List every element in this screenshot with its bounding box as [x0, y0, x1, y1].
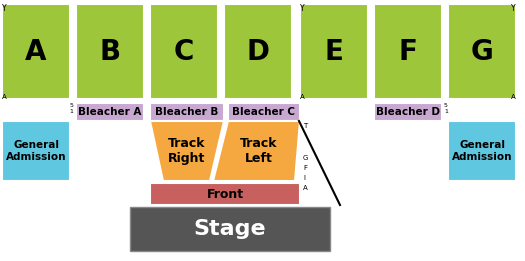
- Text: D: D: [247, 38, 269, 66]
- Bar: [300, 4, 368, 99]
- Bar: [2, 4, 70, 99]
- Text: Y: Y: [300, 4, 304, 13]
- Text: 1: 1: [69, 109, 73, 114]
- Text: Stage: Stage: [194, 219, 266, 239]
- Text: A: A: [303, 185, 308, 191]
- Bar: [228, 103, 300, 121]
- Bar: [76, 103, 144, 121]
- Text: A: A: [511, 94, 516, 100]
- Text: Track
Right: Track Right: [168, 137, 205, 165]
- Text: Bleacher C: Bleacher C: [233, 107, 296, 117]
- Bar: [2, 121, 70, 181]
- Bar: [76, 4, 144, 99]
- Text: 1: 1: [444, 109, 448, 114]
- Text: Bleacher D: Bleacher D: [376, 107, 440, 117]
- Text: General
Admission: General Admission: [452, 140, 512, 162]
- Bar: [130, 207, 330, 251]
- Text: E: E: [324, 38, 343, 66]
- Text: 5: 5: [69, 103, 73, 108]
- Text: Y: Y: [2, 4, 7, 13]
- Text: F: F: [398, 38, 417, 66]
- Text: G: G: [303, 155, 308, 161]
- Text: A: A: [25, 38, 47, 66]
- Polygon shape: [150, 121, 224, 181]
- Polygon shape: [213, 121, 300, 181]
- Bar: [448, 4, 516, 99]
- Text: Track
Left: Track Left: [240, 137, 278, 165]
- Text: T: T: [303, 123, 307, 129]
- Text: A: A: [300, 94, 304, 100]
- Text: C: C: [174, 38, 194, 66]
- Bar: [374, 4, 442, 99]
- Bar: [224, 4, 292, 99]
- Text: Front: Front: [206, 187, 244, 200]
- Bar: [150, 103, 224, 121]
- Text: 5: 5: [444, 103, 448, 108]
- Text: Bleacher A: Bleacher A: [78, 107, 142, 117]
- Bar: [374, 103, 442, 121]
- Bar: [150, 4, 218, 99]
- Bar: [448, 121, 516, 181]
- Text: General
Admission: General Admission: [6, 140, 66, 162]
- Text: Bleacher B: Bleacher B: [155, 107, 219, 117]
- Text: I: I: [303, 175, 305, 181]
- Text: B: B: [99, 38, 121, 66]
- Text: A: A: [2, 94, 7, 100]
- Text: F: F: [303, 165, 307, 171]
- Text: G: G: [470, 38, 494, 66]
- Text: Y: Y: [511, 4, 516, 13]
- Bar: [150, 183, 300, 205]
